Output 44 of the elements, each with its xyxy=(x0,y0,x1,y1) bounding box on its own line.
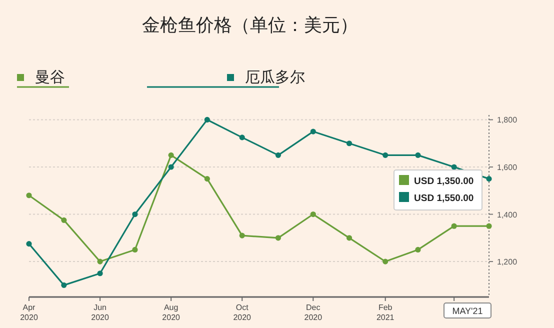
point xyxy=(97,258,103,264)
point xyxy=(451,164,457,170)
point xyxy=(310,128,316,134)
y-tick-label: 1,400 xyxy=(497,210,518,220)
point xyxy=(486,176,492,182)
point xyxy=(415,152,421,158)
point xyxy=(346,235,352,241)
point xyxy=(346,140,352,146)
point xyxy=(204,176,210,182)
legend-label: 厄瓜多尔 xyxy=(245,69,305,86)
ref-line-label: MAY'21 xyxy=(452,306,483,316)
point xyxy=(26,192,32,198)
point xyxy=(132,246,138,253)
point xyxy=(97,270,103,276)
x-tick-label: Aug 2020 xyxy=(162,303,181,322)
point xyxy=(61,217,67,223)
y-tick-label: 1,600 xyxy=(497,163,518,172)
x-tick-label: Dec 2020 xyxy=(304,303,323,322)
x-tick-label: Jun 2020 xyxy=(91,303,110,322)
point xyxy=(239,134,245,140)
point xyxy=(26,241,32,247)
y-tick-label: 1,800 xyxy=(497,116,518,125)
point xyxy=(382,258,388,264)
point xyxy=(486,223,492,229)
point xyxy=(61,282,67,288)
point xyxy=(451,223,457,229)
point xyxy=(310,211,316,218)
point xyxy=(168,152,174,158)
y-tick-label: 1,200 xyxy=(497,258,518,267)
point xyxy=(204,116,210,123)
x-tick-label: Feb 2021 xyxy=(376,303,395,322)
point xyxy=(239,232,245,238)
point xyxy=(132,211,138,218)
point xyxy=(415,246,421,253)
point xyxy=(168,164,174,170)
point xyxy=(275,235,282,241)
point xyxy=(382,152,388,158)
x-tick-label: Oct 2020 xyxy=(233,303,252,322)
chart-title: 金枪鱼价格（单位：美元） xyxy=(142,15,358,35)
x-tick-label: Apr 2020 xyxy=(20,303,38,322)
annotation: USD 1,350.00 xyxy=(414,176,474,187)
annotation: USD 1,550.00 xyxy=(414,193,474,204)
point xyxy=(275,152,282,158)
legend-label: 曼谷 xyxy=(35,69,65,86)
